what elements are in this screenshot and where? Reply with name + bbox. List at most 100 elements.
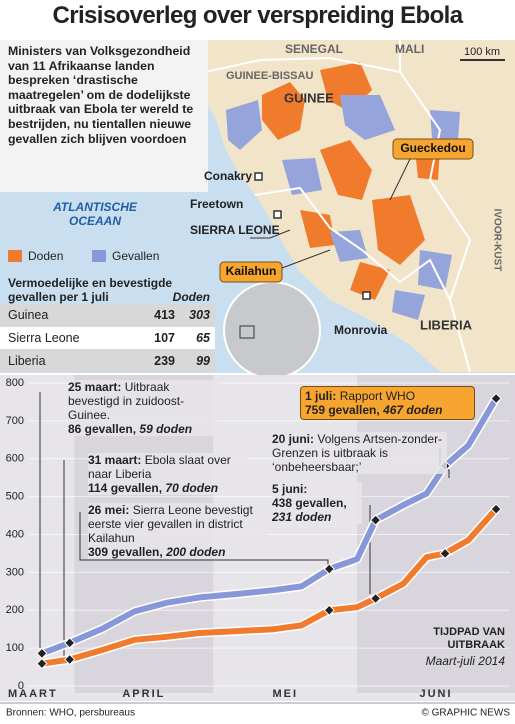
map-label: Conakry — [204, 169, 252, 183]
map-label: SIERRA LEONE — [190, 223, 280, 237]
legend-swatch — [8, 250, 22, 262]
globe — [223, 281, 321, 379]
annotation: 31 maart: Ebola slaat over naar Liberia 1… — [88, 453, 248, 495]
annotation-cases: 438 gevallen, — [272, 496, 347, 510]
y-tick-label: 700 — [6, 415, 24, 427]
annotation: 26 mei: Sierra Leone bevestigt eerste vi… — [88, 503, 268, 559]
country: Sierra Leone — [8, 331, 80, 345]
line — [40, 396, 499, 657]
death-regions — [262, 62, 440, 300]
y-tick-label: 800 — [6, 377, 24, 389]
table-row: Sierra Leone 107 65 — [0, 327, 215, 349]
y-tick-label: 200 — [6, 604, 24, 616]
intro-panel — [0, 40, 208, 192]
legend-label: Doden — [28, 249, 63, 263]
map-label: Freetown — [190, 197, 243, 211]
case-regions — [226, 95, 460, 320]
source: Bronnen: WHO, persbureaus — [6, 708, 135, 719]
annotation-deaths: 467 doden — [383, 403, 443, 417]
annotation: 20 juni: Volgens Artsen-zonder-Grenzen i… — [272, 432, 447, 474]
table-row: Liberia 239 99 — [0, 350, 215, 372]
chart-title: TIJDPAD VAN UITBRAAK — [433, 626, 505, 651]
annotation-date: 5 juni: — [272, 482, 308, 496]
point-marker — [439, 547, 451, 560]
borders — [204, 40, 472, 373]
pointer — [389, 158, 411, 201]
annotation-cases: 759 gevallen, — [305, 403, 380, 417]
chart-subtitle: Maart-juli 2014 — [425, 654, 505, 668]
y-tick-label: 300 — [6, 566, 24, 578]
annotation-date: 25 maart: — [68, 380, 122, 394]
point-marker — [369, 514, 382, 526]
point-marker — [490, 392, 502, 405]
annotation-date: 20 juni: — [272, 432, 315, 446]
city-marker — [362, 291, 371, 300]
annotation-cases: 114 gevallen, — [88, 481, 163, 495]
annotation-deaths: 200 doden — [166, 545, 226, 559]
annotation-text: Uitbraak bevestigd in zuidoost-Guinee. — [68, 380, 185, 422]
map-label: Kailahun — [226, 264, 277, 278]
y-tick-label: 600 — [6, 453, 24, 465]
table-header: Vermoedelijke en bevestigde gevallen per… — [8, 276, 173, 304]
cases: 413 — [154, 308, 175, 322]
annotation-deaths: 70 doden — [165, 481, 219, 495]
annotation-deaths: 231 doden — [272, 510, 332, 524]
y-tick-label: 400 — [6, 528, 24, 540]
map-label: GUINEE — [284, 90, 334, 105]
annotation-cases: 309 gevallen, — [88, 545, 163, 559]
pointer — [250, 229, 291, 239]
annotation-date: 31 maart: — [88, 453, 142, 467]
point-marker — [490, 503, 502, 515]
city-marker — [273, 210, 282, 219]
callout-box — [219, 261, 283, 283]
x-tick-label: MEI — [272, 688, 298, 700]
cases: 239 — [154, 354, 175, 368]
ocean-label: ATLANTISCHE OCEAAN — [53, 200, 137, 228]
pointer — [281, 249, 331, 269]
globe-locator — [239, 325, 255, 339]
country: Liberia — [8, 354, 46, 368]
map-label: GUINEE-BISSAU — [226, 70, 313, 82]
map-label: LIBERIA — [420, 317, 473, 332]
map-label: IVOOR-KUST — [491, 209, 502, 272]
annotation-text: Rapport WHO — [339, 389, 416, 403]
annotation: 5 juni: 438 gevallen, 231 doden — [272, 482, 362, 524]
annotation-cases: 86 gevallen, — [68, 422, 137, 436]
point-marker — [323, 563, 335, 575]
deaths: 99 — [196, 354, 210, 368]
table-row: Guinea 413 303 — [0, 304, 215, 326]
annotation-text: Ebola slaat over naar Liberia — [88, 453, 231, 481]
table-deaths-header: Doden — [172, 290, 210, 304]
cases: 107 — [154, 331, 175, 345]
y-tick-label: 500 — [6, 491, 24, 503]
annotation-date: 26 mei: — [88, 503, 130, 517]
x-tick-label: JUNI — [419, 688, 452, 700]
country: Guinea — [8, 308, 49, 322]
deaths: 303 — [189, 308, 210, 322]
map-label: MALI — [395, 42, 424, 56]
point-marker — [64, 653, 76, 666]
annotation: 1 juli: Rapport WHO 759 gevallen, 467 dod… — [300, 386, 475, 420]
point-marker — [36, 647, 48, 660]
annotation-text: Sierra Leone bevestigt eerste vier geval… — [88, 503, 253, 545]
title: Crisisoverleg over verspreiding Ebola — [52, 2, 464, 29]
annotation: 25 maart: Uitbraak bevestigd in zuidoost… — [68, 380, 218, 436]
map-label: Gueckedou — [400, 141, 465, 155]
point-marker — [369, 592, 382, 605]
legend-swatch — [92, 250, 106, 262]
scale-label: 100 km — [464, 46, 500, 58]
x-tick-label: MAART — [8, 688, 58, 700]
line — [41, 507, 499, 667]
callout-box — [392, 138, 474, 160]
point-marker — [323, 604, 335, 616]
y-tick-label: 100 — [6, 642, 24, 654]
legend-label: Gevallen — [112, 249, 159, 263]
y-tick-label: 0 — [18, 680, 24, 692]
map-label: Monrovia — [334, 323, 388, 337]
intro: Ministers van Volksgezondheid van 11 Afr… — [8, 44, 194, 146]
map-label: SENEGAL — [285, 42, 343, 56]
city-marker — [254, 172, 263, 181]
annotation-date: 1 juli: — [305, 389, 337, 403]
credit: © GRAPHIC NEWS — [422, 708, 511, 719]
